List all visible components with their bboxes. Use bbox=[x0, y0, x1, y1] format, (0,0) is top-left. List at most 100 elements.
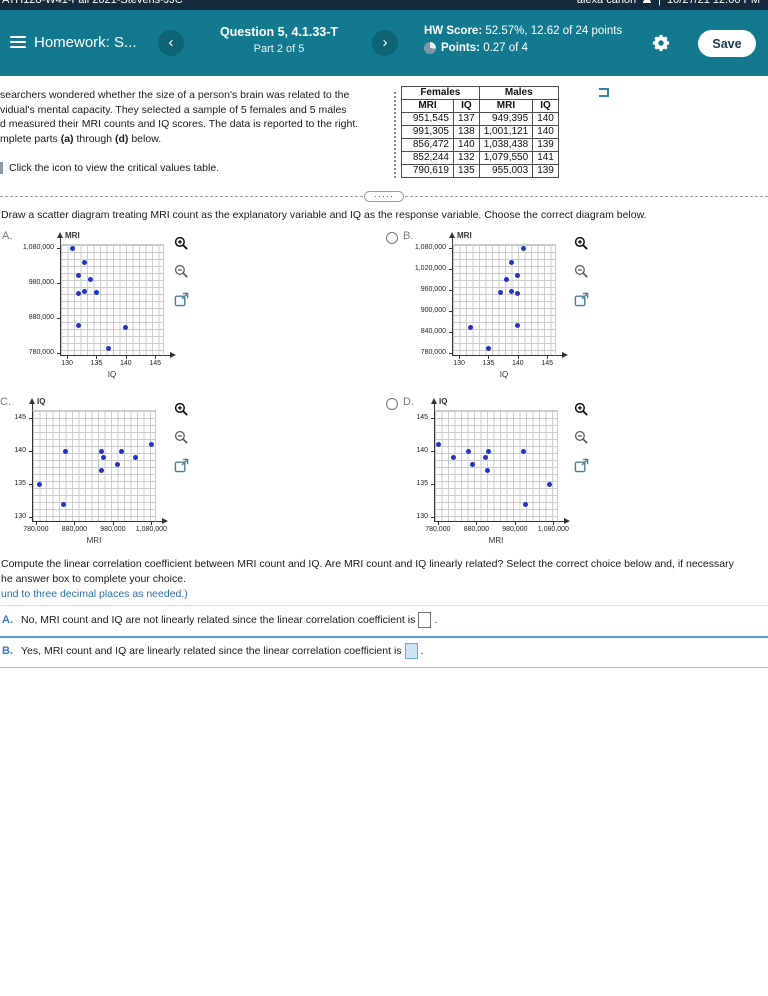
part-a-prompt: Draw a scatter diagram treating MRI coun… bbox=[1, 209, 647, 221]
y-tick-mark bbox=[57, 317, 60, 319]
table-popout-icon[interactable] bbox=[599, 88, 609, 97]
zoom-in-icon[interactable] bbox=[174, 236, 189, 251]
critical-values-table-icon[interactable] bbox=[0, 162, 3, 174]
table-cell: 141 bbox=[532, 151, 559, 165]
x-tick-mark bbox=[155, 356, 157, 359]
zoom-out-icon[interactable] bbox=[174, 264, 189, 279]
y-tick-mark bbox=[29, 451, 32, 453]
question-part: Part 2 of 5 bbox=[253, 43, 305, 55]
critical-values-note: Click the icon to view the critical valu… bbox=[9, 162, 220, 174]
x-tick-label: 130 bbox=[453, 360, 465, 367]
table-cell: 140 bbox=[532, 125, 559, 139]
option-b-radio[interactable] bbox=[386, 232, 398, 244]
y-tick-label: 130 bbox=[14, 513, 26, 521]
data-point bbox=[114, 461, 120, 467]
table-cell: 135 bbox=[453, 164, 480, 178]
y-axis-title: MRI bbox=[65, 231, 80, 240]
data-point bbox=[76, 291, 82, 297]
enlarge-graph-icon[interactable] bbox=[174, 292, 189, 307]
y-tick-mark bbox=[57, 248, 60, 250]
x-tick-mark bbox=[35, 522, 37, 525]
part-b-instructions-1: Compute the linear correlation coefficie… bbox=[1, 558, 734, 570]
x-axis-line bbox=[558, 521, 565, 522]
enlarge-graph-icon[interactable] bbox=[574, 292, 589, 307]
y-tick-mark bbox=[431, 517, 434, 519]
zoom-out-icon[interactable] bbox=[574, 430, 589, 445]
y-axis-line bbox=[32, 402, 33, 410]
zoom-out-icon[interactable] bbox=[174, 430, 189, 445]
next-part-button[interactable]: › bbox=[372, 30, 398, 56]
user-icon[interactable] bbox=[642, 0, 652, 6]
y-tick-mark bbox=[29, 417, 32, 419]
zoom-in-icon[interactable] bbox=[574, 402, 589, 417]
answer-box-a[interactable] bbox=[418, 612, 432, 628]
data-point bbox=[515, 291, 521, 297]
data-point bbox=[118, 448, 124, 454]
y-axis-line bbox=[60, 236, 61, 244]
option-b-label: B. bbox=[403, 230, 414, 242]
x-tick-mark bbox=[488, 356, 490, 359]
table-cell: 991,305 bbox=[401, 125, 454, 139]
data-point bbox=[546, 481, 552, 487]
x-tick-mark bbox=[74, 522, 76, 525]
table-cell: 951,545 bbox=[401, 112, 454, 126]
y-tick-mark bbox=[449, 331, 452, 333]
table-cell: 140 bbox=[532, 112, 559, 126]
diagram-options: A. MRI IQ 780,000 880,000 980,000 1,080,000 13… bbox=[0, 228, 768, 560]
y-tick-label: 1,080,000 bbox=[22, 244, 54, 252]
menu-icon[interactable] bbox=[10, 36, 26, 51]
x-tick-label: 140 bbox=[119, 360, 132, 367]
mri-iq-data-table: Females Males MRI IQ MRI IQ 951,545 137 94… bbox=[401, 86, 559, 178]
x-tick-mark bbox=[112, 522, 114, 525]
x-axis-title: MRI bbox=[86, 536, 102, 545]
choice-a-row[interactable]: A. No, MRI count and IQ are not linearly… bbox=[0, 612, 437, 628]
enlarge-graph-icon[interactable] bbox=[574, 458, 589, 473]
y-tick-label: 130 bbox=[416, 513, 428, 521]
y-tick-mark bbox=[449, 310, 452, 312]
problem-statement: searchers wondered whether the size of a… bbox=[0, 88, 396, 146]
previous-part-button[interactable]: ‹ bbox=[158, 30, 184, 56]
x-tick-label: 880,000 bbox=[61, 526, 88, 533]
zoom-out-icon[interactable] bbox=[574, 264, 589, 279]
x-tick-label: 780,000 bbox=[23, 526, 49, 533]
data-point bbox=[485, 346, 491, 352]
data-point bbox=[503, 276, 509, 282]
table-drag-handle[interactable] bbox=[394, 92, 397, 178]
data-point bbox=[515, 273, 521, 279]
zoom-in-icon[interactable] bbox=[574, 236, 589, 251]
option-d-radio[interactable] bbox=[386, 398, 398, 410]
females-group-header: Females bbox=[401, 86, 480, 100]
y-axis-arrow bbox=[431, 398, 437, 404]
scatter-diagram-d: IQ MRI 130 135 140 145 780,000 880,000 980,000 1,… bbox=[408, 397, 576, 552]
y-axis-arrow bbox=[449, 232, 455, 238]
zoom-in-icon[interactable] bbox=[174, 402, 189, 417]
x-tick-mark bbox=[125, 356, 127, 359]
data-point bbox=[469, 461, 475, 467]
problem-line: vidual's mental capacity. They selected … bbox=[0, 103, 347, 116]
y-tick-label: 780,000 bbox=[28, 348, 54, 356]
option-c-label: C. bbox=[0, 396, 11, 408]
settings-gear-icon[interactable] bbox=[652, 34, 670, 52]
x-tick-mark bbox=[514, 522, 516, 525]
data-point bbox=[61, 501, 67, 507]
divider-handle[interactable]: ····· bbox=[364, 191, 404, 202]
data-point bbox=[37, 481, 43, 487]
x-tick-mark bbox=[517, 356, 519, 359]
plot-grid bbox=[434, 410, 558, 522]
x-tick-mark bbox=[96, 356, 98, 359]
answer-box-b[interactable] bbox=[404, 643, 418, 659]
option-a-label: A. bbox=[2, 230, 13, 242]
data-point bbox=[148, 441, 154, 447]
y-tick-label: 960,000 bbox=[420, 285, 446, 293]
table-cell: 955,003 bbox=[478, 164, 534, 178]
x-tick-label: 140 bbox=[511, 360, 524, 367]
x-tick-label: 980,000 bbox=[100, 526, 126, 533]
enlarge-graph-icon[interactable] bbox=[174, 458, 189, 473]
x-tick-label: 130 bbox=[61, 360, 73, 367]
save-button[interactable]: Save bbox=[698, 30, 756, 57]
choice-b-row[interactable]: B. Yes, MRI count and IQ are linearly re… bbox=[0, 643, 423, 659]
question-content: searchers wondered whether the size of a… bbox=[0, 76, 768, 996]
x-tick-mark bbox=[547, 356, 549, 359]
y-tick-label: 880,000 bbox=[28, 313, 54, 321]
y-tick-mark bbox=[57, 352, 60, 354]
